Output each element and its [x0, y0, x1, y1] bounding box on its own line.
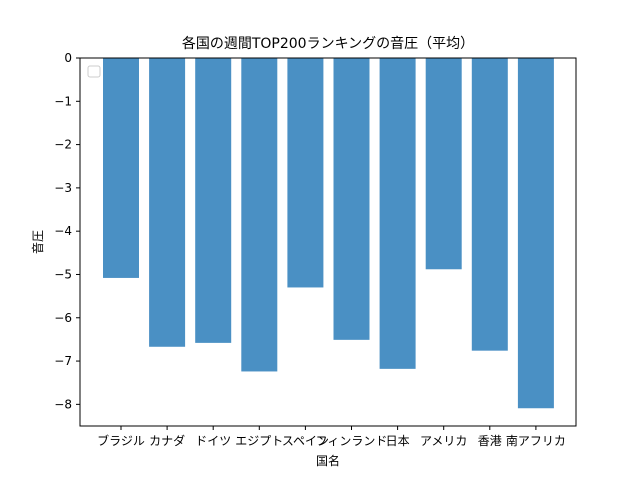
y-tick-label: 0 — [64, 51, 72, 65]
x-tick-label: アメリカ — [420, 434, 467, 448]
y-tick-label: −3 — [54, 181, 72, 195]
x-tick-label: 日本 — [386, 434, 410, 448]
x-tick-label: フィンランド — [316, 434, 388, 448]
x-axis-label: 国名 — [316, 453, 340, 468]
y-tick-label: −7 — [54, 354, 72, 368]
y-tick-label: −2 — [54, 138, 72, 152]
y-axis-label: 音圧 — [30, 230, 45, 254]
bar — [103, 58, 139, 278]
bar — [287, 58, 324, 288]
x-tick-label: スペイン — [282, 434, 329, 448]
chart-title: 各国の週間TOP200ランキングの音圧（平均） — [182, 35, 474, 52]
y-tick-label: −5 — [54, 267, 72, 281]
y-tick-label: −1 — [54, 94, 72, 108]
plot-frame — [79, 57, 577, 427]
y-tick-label: −6 — [54, 311, 72, 325]
x-tick-label: ブラジル — [97, 433, 145, 448]
x-tick-label: 香港 — [478, 434, 502, 448]
x-tick-label: エジプト — [235, 434, 283, 448]
bar — [425, 58, 462, 270]
bar — [517, 58, 554, 409]
bar — [195, 58, 232, 343]
x-tick-label: カナダ — [149, 433, 185, 448]
y-tick-label: −8 — [54, 397, 72, 411]
bar — [379, 58, 416, 369]
y-axis-ticks: 0 −1 −2 −3 −4 −5 −6 −7 −8 — [54, 51, 80, 411]
bar — [241, 58, 278, 372]
bar — [333, 58, 370, 340]
bars-group — [103, 58, 554, 409]
y-tick-label: −4 — [54, 224, 72, 238]
bar — [149, 58, 186, 347]
legend-box — [87, 65, 101, 78]
x-tick-label: 南アフリカ — [506, 433, 566, 448]
x-tick-label: ドイツ — [195, 434, 231, 448]
bar — [471, 58, 508, 351]
